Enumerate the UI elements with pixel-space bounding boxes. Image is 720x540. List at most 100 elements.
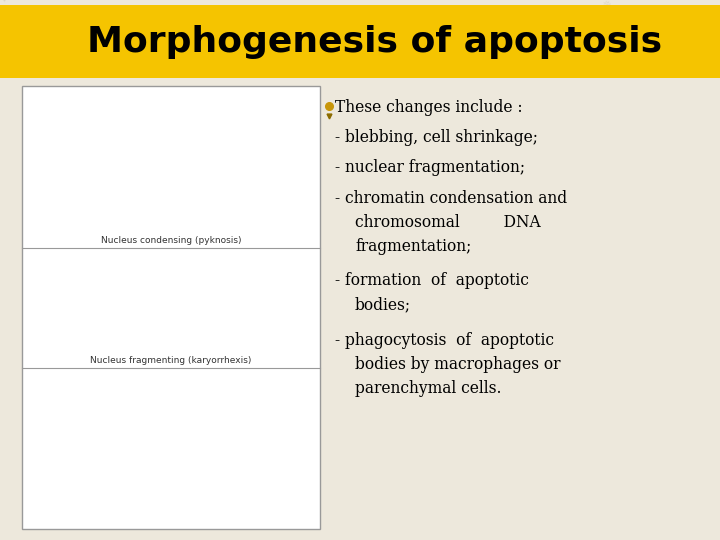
Text: ❊: ❊ — [187, 264, 199, 276]
Text: ✗: ✗ — [506, 179, 519, 192]
Text: ✗: ✗ — [421, 136, 443, 158]
Text: ✦: ✦ — [316, 157, 333, 174]
Text: ✗: ✗ — [653, 322, 675, 345]
Text: These changes include :: These changes include : — [335, 99, 523, 117]
Text: ❃: ❃ — [666, 72, 682, 91]
Text: ⋆: ⋆ — [148, 226, 163, 246]
Text: ⚘: ⚘ — [384, 37, 406, 61]
Text: ❊: ❊ — [413, 442, 429, 460]
Text: ⚘: ⚘ — [710, 488, 720, 504]
Bar — [22, 86, 320, 529]
Text: ❊: ❊ — [430, 230, 441, 242]
Text: ❧: ❧ — [598, 312, 606, 322]
Text: ❧: ❧ — [277, 44, 287, 55]
Text: ✱: ✱ — [640, 99, 649, 110]
Text: bodies by macrophages or: bodies by macrophages or — [355, 356, 560, 373]
Text: ✦: ✦ — [0, 0, 9, 6]
Bar — [0, 5, 720, 78]
Text: ✧: ✧ — [460, 256, 477, 274]
Text: ✗: ✗ — [567, 314, 583, 331]
Text: ✦: ✦ — [385, 286, 396, 300]
Text: ✿: ✿ — [551, 227, 565, 243]
Text: ❃: ❃ — [471, 528, 482, 540]
Text: ✦: ✦ — [697, 386, 707, 398]
Text: ⚘: ⚘ — [20, 129, 39, 148]
Text: ⚘: ⚘ — [323, 143, 339, 160]
Text: ✿: ✿ — [438, 189, 459, 211]
Text: ✿: ✿ — [130, 267, 148, 286]
Text: ❧: ❧ — [217, 509, 237, 530]
Text: ✧: ✧ — [422, 482, 437, 498]
Text: ✱: ✱ — [0, 306, 12, 321]
Text: ✿: ✿ — [458, 355, 469, 369]
Text: ❊: ❊ — [636, 421, 652, 438]
Text: ✦: ✦ — [487, 472, 498, 485]
Text: ✿: ✿ — [566, 443, 581, 461]
Text: ❃: ❃ — [132, 342, 145, 355]
Text: ✿: ✿ — [45, 108, 65, 130]
Text: ✗: ✗ — [42, 402, 64, 425]
Text: ✦: ✦ — [395, 48, 413, 67]
Text: ✧: ✧ — [316, 267, 328, 280]
Text: ❊: ❊ — [550, 407, 562, 420]
Text: ✧: ✧ — [44, 340, 56, 354]
Text: ❧: ❧ — [343, 413, 359, 429]
Text: parenchymal cells.: parenchymal cells. — [355, 380, 501, 397]
Text: ❃: ❃ — [603, 305, 616, 320]
Text: ⋆: ⋆ — [357, 516, 369, 527]
Text: ✿: ✿ — [191, 530, 204, 540]
Text: ❊: ❊ — [370, 156, 385, 172]
Text: ✗: ✗ — [292, 185, 303, 197]
Text: ❧: ❧ — [669, 70, 692, 93]
Text: ❃: ❃ — [570, 18, 586, 36]
Text: ⚘: ⚘ — [165, 333, 176, 345]
Text: ⚘: ⚘ — [567, 238, 582, 254]
Text: ✦: ✦ — [370, 154, 386, 173]
Text: Morphogenesis of apoptosis: Morphogenesis of apoptosis — [87, 25, 662, 59]
Text: ✦: ✦ — [672, 464, 684, 478]
Text: ❃: ❃ — [565, 249, 582, 267]
Text: ✦: ✦ — [53, 195, 72, 215]
Text: ✗: ✗ — [324, 368, 332, 379]
Text: fragmentation;: fragmentation; — [355, 238, 472, 255]
Text: ❊: ❊ — [144, 277, 154, 289]
Text: ✗: ✗ — [622, 258, 634, 271]
Text: ❧: ❧ — [596, 336, 613, 355]
Text: ✧: ✧ — [233, 319, 245, 333]
Text: ✧: ✧ — [116, 317, 128, 330]
Text: - formation  of  apoptotic: - formation of apoptotic — [335, 272, 528, 289]
Text: ✦: ✦ — [123, 91, 143, 113]
Text: ✦: ✦ — [443, 179, 455, 192]
Text: ✦: ✦ — [381, 241, 395, 258]
Text: ✦: ✦ — [560, 20, 572, 32]
Text: ❊: ❊ — [602, 0, 612, 11]
Text: ❧: ❧ — [0, 134, 9, 146]
Text: ✱: ✱ — [567, 146, 580, 159]
Text: ❃: ❃ — [405, 152, 423, 171]
Text: ✦: ✦ — [617, 191, 626, 201]
Text: ✱: ✱ — [643, 208, 659, 225]
Text: ⋆: ⋆ — [289, 6, 310, 28]
Text: ✧: ✧ — [525, 433, 541, 450]
Text: ✦: ✦ — [57, 188, 76, 208]
Text: ❧: ❧ — [11, 482, 20, 492]
Text: ⋆: ⋆ — [596, 38, 612, 56]
Text: - blebbing, cell shrinkage;: - blebbing, cell shrinkage; — [335, 129, 538, 146]
Text: ✦: ✦ — [536, 173, 545, 184]
Text: ❃: ❃ — [103, 181, 119, 198]
Text: Nucleus fragmenting (karyorrhexis): Nucleus fragmenting (karyorrhexis) — [90, 356, 252, 365]
Text: ✗: ✗ — [271, 247, 286, 263]
Text: ❃: ❃ — [230, 114, 251, 137]
Text: ⚘: ⚘ — [450, 183, 468, 201]
Text: Nucleus condensing (pyknosis): Nucleus condensing (pyknosis) — [101, 237, 241, 245]
Text: - chromatin condensation and: - chromatin condensation and — [335, 190, 567, 207]
Text: ❃: ❃ — [364, 134, 382, 153]
Text: ✦: ✦ — [371, 482, 384, 498]
Text: ✿: ✿ — [207, 196, 224, 213]
Text: ⋆: ⋆ — [266, 494, 283, 515]
Text: ✦: ✦ — [150, 528, 159, 539]
Text: - phagocytosis  of  apoptotic: - phagocytosis of apoptotic — [335, 332, 554, 349]
Text: ✱: ✱ — [75, 502, 91, 521]
Text: ✿: ✿ — [9, 385, 25, 402]
Text: ✗: ✗ — [184, 387, 207, 410]
